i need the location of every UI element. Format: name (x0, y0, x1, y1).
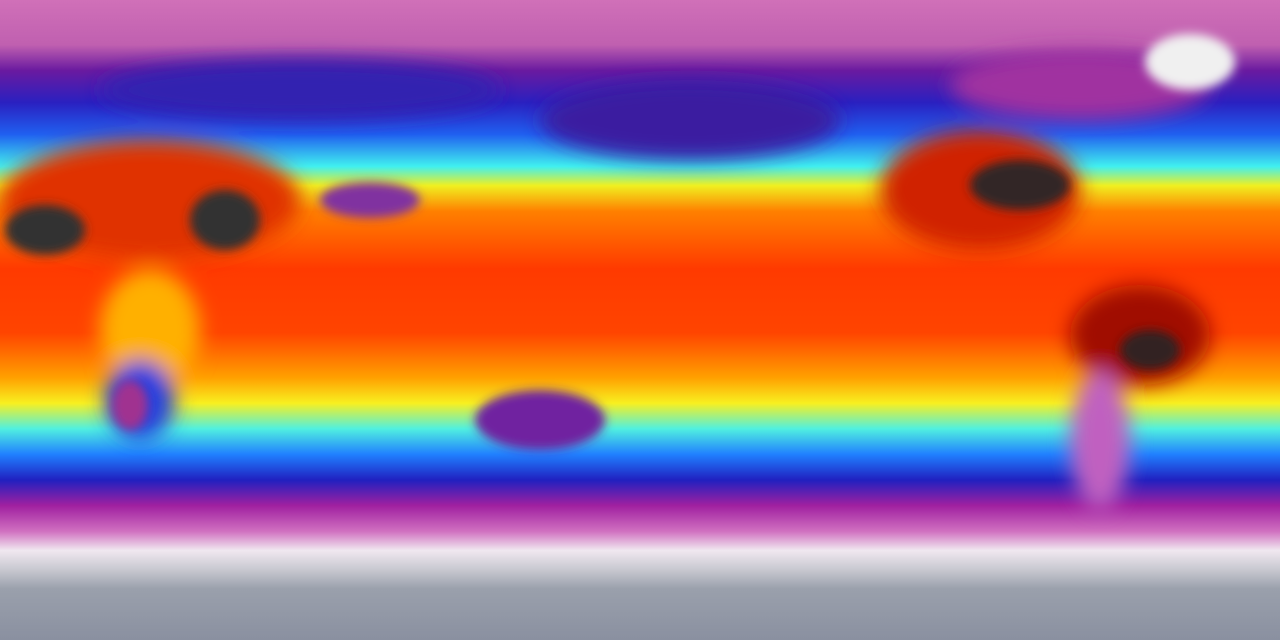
greenland (1145, 34, 1235, 90)
andes (1070, 370, 1130, 510)
amazon-dark (1120, 330, 1180, 370)
central-africa (100, 270, 200, 390)
arctic-canada (950, 50, 1210, 120)
us-dark (970, 160, 1070, 210)
australia (475, 390, 605, 450)
tibet (320, 182, 420, 218)
features (5, 34, 1235, 450)
north-pacific-cold (540, 80, 840, 160)
siberia (100, 60, 500, 120)
regions (0, 50, 1210, 510)
sahara-dark (5, 205, 85, 255)
arabia-dark (190, 190, 260, 250)
south-africa-land (112, 380, 148, 430)
